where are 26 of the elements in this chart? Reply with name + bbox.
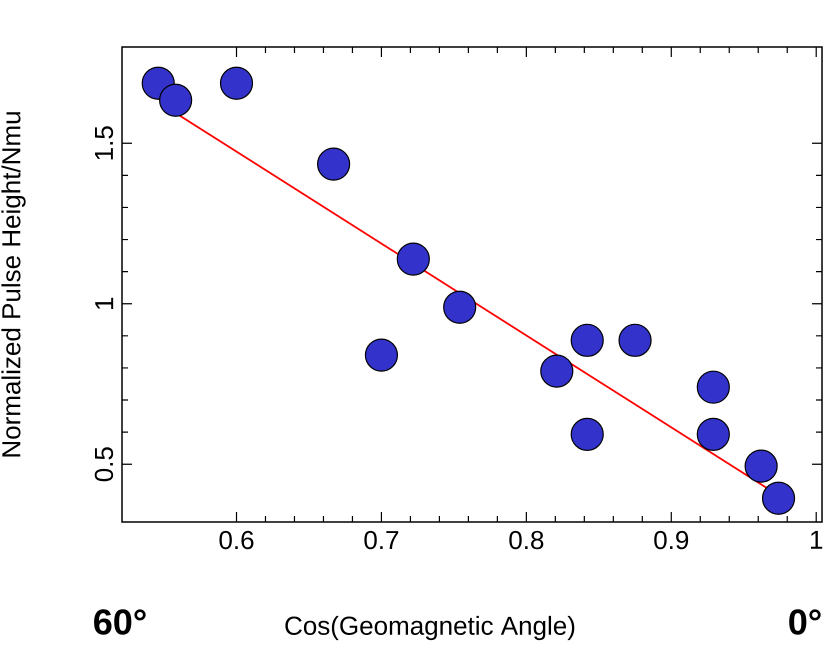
point — [570, 324, 604, 357]
point — [570, 418, 604, 451]
point — [696, 370, 730, 404]
point — [618, 324, 652, 357]
point — [696, 418, 730, 451]
y-tick-label: 1.5 — [95, 126, 114, 160]
x-tick-label: 0.8 — [509, 530, 544, 550]
point — [744, 450, 778, 483]
text: 60° — [94, 609, 146, 635]
text: 0° — [789, 609, 821, 635]
point — [443, 290, 476, 324]
y-tick-label: 0.5 — [94, 447, 114, 482]
x-axis-title: Cos(Geomagnetic Angle) — [285, 616, 574, 640]
point — [364, 338, 398, 372]
y-tick-label: 1 — [95, 298, 114, 309]
point — [540, 354, 574, 388]
point — [159, 84, 192, 117]
point — [220, 66, 254, 100]
point — [317, 148, 350, 181]
x-tick-label: 0.9 — [654, 530, 688, 550]
y-axis-title: Normalized Pulse Height/Nmu — [1, 112, 26, 456]
x-tick-label: 0.6 — [219, 530, 254, 550]
x-tick-label: 0.7 — [364, 530, 398, 550]
point — [396, 242, 430, 276]
point — [762, 482, 796, 515]
x-tick-label: 1 — [810, 530, 822, 549]
